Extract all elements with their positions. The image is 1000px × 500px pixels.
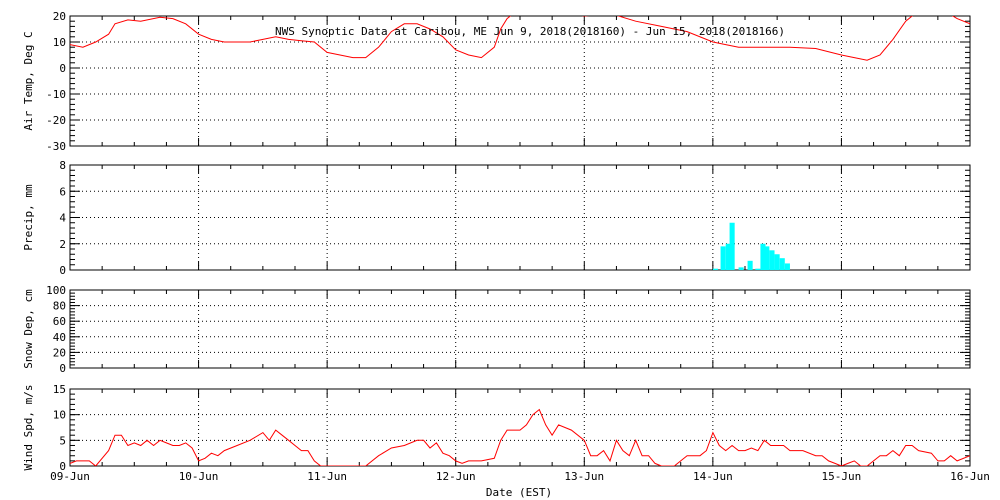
y-axis-label-snow_depth: Snow Dep, cm: [22, 289, 35, 369]
y-tick-label: 60: [53, 315, 66, 328]
x-tick-label: 11-Jun: [307, 470, 347, 483]
y-tick-label: 2: [59, 238, 66, 251]
y-tick-label: 20: [53, 10, 66, 23]
x-tick-label: 10-Jun: [179, 470, 219, 483]
y-tick-label: -20: [46, 114, 66, 127]
precip-bar: [725, 243, 731, 270]
y-tick-label: 0: [59, 362, 66, 375]
y-axis-label-wind_speed: Wind Spd, m/s: [22, 384, 35, 470]
wind_speed-line: [70, 408, 970, 466]
y-tick-label: -30: [46, 140, 66, 153]
x-tick-label: 14-Jun: [693, 470, 733, 483]
y-tick-label: 15: [53, 383, 66, 396]
y-tick-label: 80: [53, 300, 66, 313]
y-tick-label: 20: [53, 346, 66, 359]
precip-bar: [774, 254, 780, 270]
precip-bar: [729, 222, 735, 270]
precip-bar: [764, 246, 770, 270]
precip-bar: [779, 258, 785, 270]
y-tick-label: 5: [59, 434, 66, 447]
x-tick-label: 16-Jun: [950, 470, 990, 483]
precip-bar: [738, 267, 744, 270]
panel-frame: [69, 388, 971, 467]
y-tick-label: 10: [53, 36, 66, 49]
y-tick-label: 6: [59, 185, 66, 198]
precip-bar: [769, 250, 775, 270]
y-axis-label-air_temp: Air Temp, Deg C: [22, 31, 35, 130]
precip-bar: [720, 246, 726, 270]
x-tick-label: 15-Jun: [822, 470, 862, 483]
precip-bar: [755, 268, 761, 270]
y-tick-label: 0: [59, 460, 66, 473]
x-axis-label: Date (EST): [486, 486, 552, 499]
precip-bar: [784, 263, 790, 270]
panel-frame: [69, 15, 971, 147]
y-tick-label: 100: [46, 284, 66, 297]
x-tick-label: 13-Jun: [564, 470, 604, 483]
y-tick-label: -10: [46, 88, 66, 101]
chart-title: NWS Synoptic Data at Caribou, ME Jun 9, …: [275, 25, 785, 38]
panel-frame: [69, 289, 971, 369]
x-tick-label: 12-Jun: [436, 470, 476, 483]
air_temp-line: [70, 16, 970, 61]
x-tick-label: 09-Jun: [50, 470, 90, 483]
y-axis-label-precip: Precip, mm: [22, 184, 35, 251]
precip-bar: [760, 243, 766, 270]
y-tick-label: 40: [53, 331, 66, 344]
precip-bar: [712, 268, 718, 270]
y-tick-label: 8: [59, 159, 66, 172]
y-tick-label: 10: [53, 409, 66, 422]
y-tick-label: 4: [59, 212, 66, 225]
panel-frame: [69, 164, 971, 271]
precip-bar: [747, 260, 753, 270]
y-tick-label: 0: [59, 62, 66, 75]
y-tick-label: 0: [59, 264, 66, 277]
